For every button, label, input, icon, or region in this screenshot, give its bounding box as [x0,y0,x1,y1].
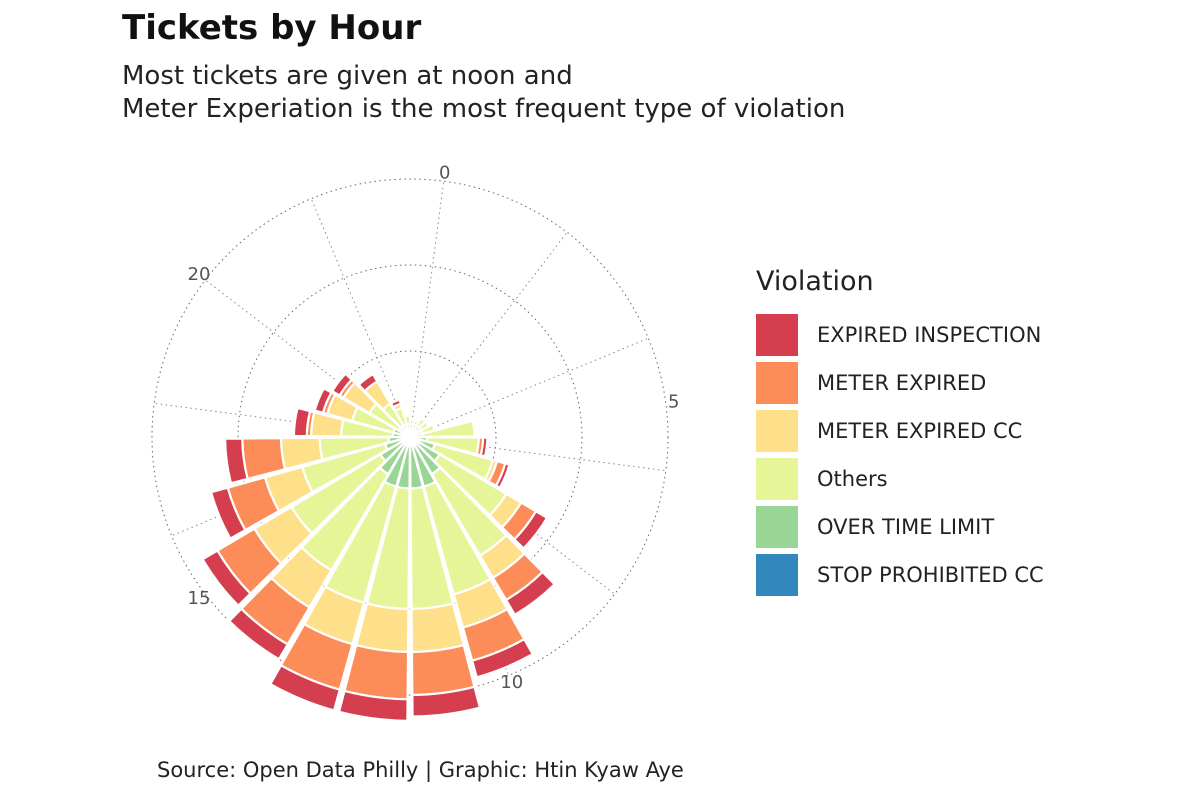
chart-title: Tickets by Hour [122,8,422,48]
bar-segment [357,372,379,393]
legend-label: Others [817,467,888,491]
bar-segment [411,685,481,718]
stacked-bars [201,372,556,722]
legend-swatch [756,506,798,548]
legend-swatch [756,458,798,500]
legend-label: METER EXPIRED [817,371,987,395]
angle-tick-label: 0 [439,162,450,183]
subtitle-line-2: Meter Experiation is the most frequent t… [122,94,846,124]
bar-segment [421,419,476,438]
legend-swatch [756,362,798,404]
bar-segment [337,689,409,722]
bar-segment [403,414,411,426]
bar-segment [210,486,247,540]
bar-segment [479,436,489,458]
bar-segment [224,437,249,485]
legend-item-stop-prohibited-cc: STOP PROHIBITED CC [756,551,1044,599]
bar-segment [494,462,511,489]
bar-segment [355,602,410,654]
bar-segment [292,406,312,438]
bar-segment [201,549,252,607]
legend-label: OVER TIME LIMIT [817,515,995,539]
angle-tick-labels: 0 5 10 15 20 [188,162,680,692]
grid-spoke [409,232,568,438]
bar-segment [410,602,465,654]
angle-tick-label: 10 [500,672,523,693]
chart-subtitle: Most tickets are given at noon and Meter… [122,60,845,126]
angle-tick-label: 20 [188,264,211,285]
bar-segment [343,644,410,701]
legend-item-expired-inspection: EXPIRED INSPECTION [756,311,1044,359]
legend-item-meter-expired-cc: METER EXPIRED CC [756,407,1044,455]
legend-item-others: Others [756,455,1044,503]
grid-spoke [409,337,649,438]
grid-ring [151,178,669,696]
bar-segment [389,398,402,409]
grid-ring [237,264,583,610]
caption: Source: Open Data Philly | Graphic: Htin… [157,758,684,782]
grid-spoke [409,436,615,595]
legend-item-meter-expired: METER EXPIRED [756,359,1044,407]
legend-swatch [756,554,798,596]
grid-spoke [310,198,411,438]
grid-spoke [171,436,411,537]
bar-segment [410,644,476,697]
angle-tick-label: 5 [668,391,679,412]
angle-tick-label: 15 [188,588,211,609]
bar-segment [269,664,341,712]
grid-spoke [409,181,445,438]
legend: Violation EXPIRED INSPECTION METER EXPIR… [756,266,1044,599]
legend-label: STOP PROHIBITED CC [817,563,1044,587]
legend-swatch [756,410,798,452]
legend-item-over-time-limit: OVER TIME LIMIT [756,503,1044,551]
bar-segment [331,372,353,397]
grid-ring [323,350,497,524]
legend-title: Violation [756,266,874,297]
bar-segment [228,607,289,661]
legend-swatch [756,314,798,356]
bar-segment [313,387,333,414]
legend-label: METER EXPIRED CC [817,419,1023,443]
bar-segment [471,638,534,679]
legend-label: EXPIRED INSPECTION [817,323,1042,347]
bar-segment [513,510,549,550]
subtitle-line-1: Most tickets are given at noon and [122,61,573,91]
bar-segment [504,570,556,616]
